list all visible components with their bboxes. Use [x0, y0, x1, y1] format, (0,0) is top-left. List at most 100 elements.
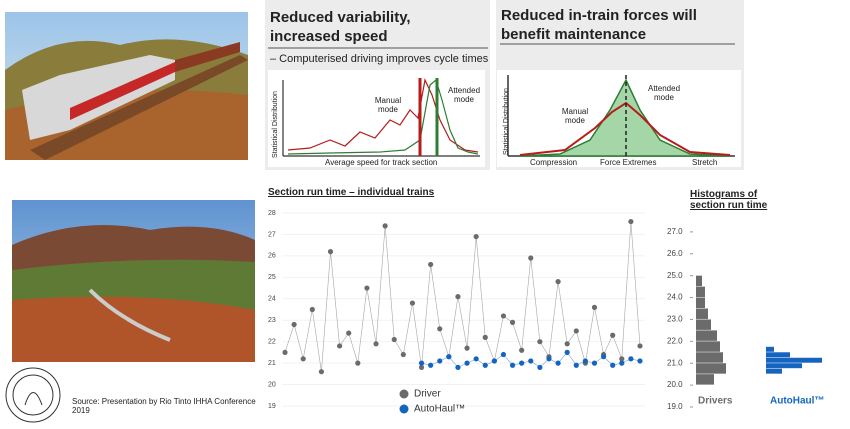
point — [500, 351, 507, 358]
illustration-speed — [282, 78, 480, 157]
point — [555, 360, 561, 366]
x-label: Stretch — [692, 158, 718, 167]
point — [446, 354, 452, 360]
y-tick-label: 24.0 — [667, 293, 683, 302]
bar — [696, 341, 720, 352]
y-tick-label: 28 — [268, 210, 276, 217]
annotation: Manual mode — [561, 107, 589, 125]
point — [491, 358, 497, 364]
point — [482, 334, 488, 340]
chart-title: Histograms of section run time — [690, 189, 768, 211]
point — [637, 343, 643, 349]
point — [437, 326, 443, 332]
chart-bg — [268, 70, 485, 167]
point — [464, 345, 470, 351]
point — [591, 304, 598, 310]
y-tick-label: 26.0 — [667, 249, 683, 258]
x-label: Average speed for track section — [325, 158, 438, 167]
point — [455, 294, 461, 300]
legend-label: AutoHaul™ — [414, 404, 465, 415]
point — [418, 360, 425, 366]
y-tick-label: 27.0 — [667, 227, 683, 236]
bar — [766, 352, 790, 358]
point — [519, 347, 525, 353]
legend-swatch — [399, 389, 409, 399]
photo-train — [5, 12, 248, 160]
point — [382, 223, 388, 229]
point — [519, 360, 525, 366]
point — [364, 285, 370, 291]
bullet: – Computerised driving improves cycle ti… — [270, 53, 489, 65]
source: Source: Presentation by Rio Tinto IHHA C… — [72, 397, 256, 415]
point — [591, 360, 598, 366]
bar — [766, 363, 802, 369]
bar — [696, 374, 714, 385]
category-label: AutoHaul™ — [770, 396, 824, 407]
point — [428, 362, 434, 368]
point — [464, 360, 470, 366]
annotation: Attended mode — [647, 84, 681, 102]
point — [455, 364, 461, 370]
annotation: Manual mode — [374, 96, 402, 114]
point — [573, 362, 579, 368]
logo — [5, 367, 61, 423]
bar — [696, 297, 705, 308]
point — [509, 362, 516, 368]
point — [418, 364, 425, 370]
category-label: Drivers — [698, 396, 733, 407]
bar — [696, 275, 702, 287]
point — [619, 360, 625, 366]
y-tick-label: 22 — [268, 339, 276, 346]
point — [564, 341, 570, 347]
point — [610, 332, 616, 338]
chart-title: Section run time – individual trains — [268, 187, 435, 198]
point — [327, 249, 334, 255]
bar — [696, 319, 711, 330]
y-tick-label: 26 — [268, 253, 276, 260]
y-tick-label: 25.0 — [667, 271, 683, 280]
point — [528, 358, 534, 364]
panel-title: Reduced in-train forces will benefit mai… — [501, 7, 697, 43]
point — [528, 255, 534, 261]
y-tick-label: 21 — [268, 360, 276, 367]
point — [537, 339, 543, 345]
point — [600, 354, 607, 360]
point — [300, 356, 306, 362]
photo-landscape — [12, 200, 255, 362]
bar — [766, 368, 782, 374]
bar — [696, 363, 726, 374]
point — [428, 261, 434, 268]
point — [637, 358, 643, 364]
y-label: Statistical Distribution — [272, 91, 279, 158]
point — [628, 356, 634, 362]
point — [610, 362, 616, 368]
x-label: Force Extremes — [600, 158, 657, 167]
point — [337, 343, 343, 349]
point — [473, 356, 479, 362]
y-tick-label: 25 — [268, 274, 276, 281]
bar — [696, 308, 708, 319]
illustration-forces — [507, 75, 735, 157]
series-line — [284, 221, 641, 372]
y-tick-label: 22.0 — [667, 336, 683, 345]
y-tick-label: 27 — [268, 231, 276, 238]
point — [537, 364, 543, 370]
point — [473, 233, 479, 240]
y-tick-label: 20 — [268, 381, 276, 388]
annotation: Attended mode — [447, 86, 481, 104]
point — [355, 360, 361, 366]
point — [309, 306, 315, 313]
y-tick-label: 23 — [268, 317, 276, 324]
point — [373, 341, 379, 347]
y-tick-label: 23.0 — [667, 315, 683, 324]
point — [555, 279, 561, 285]
point — [437, 358, 443, 364]
y-tick-label: 21.0 — [667, 358, 683, 367]
bar — [766, 346, 774, 352]
point — [346, 330, 352, 336]
point — [573, 328, 579, 334]
point — [509, 319, 516, 325]
bar — [766, 357, 822, 363]
point — [546, 356, 552, 362]
